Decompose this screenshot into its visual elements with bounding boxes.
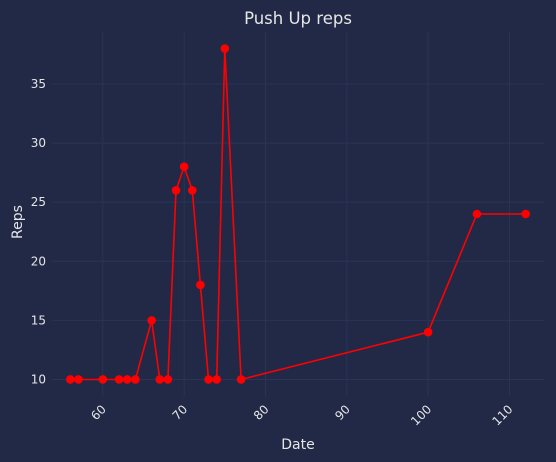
data-points <box>65 44 531 384</box>
data-point <box>204 375 213 384</box>
data-point <box>236 375 246 384</box>
data-point <box>187 186 197 195</box>
x-axis-ticks: 60 70 80 90 100 110 <box>88 402 515 428</box>
data-point <box>122 375 132 384</box>
data-point <box>521 209 531 219</box>
data-point <box>74 375 83 384</box>
y-tick-label: 20 <box>31 254 46 268</box>
data-point <box>212 375 221 384</box>
data-point <box>155 375 165 384</box>
y-tick-label: 15 <box>31 313 46 327</box>
x-tick-label: 80 <box>251 402 272 423</box>
data-point <box>147 316 156 325</box>
data-point <box>196 280 205 290</box>
series-line <box>70 47 526 381</box>
y-tick-label: 30 <box>31 136 46 150</box>
x-axis-label: Date <box>281 437 314 453</box>
grid <box>52 32 544 396</box>
data-point <box>65 375 75 384</box>
data-point <box>131 375 140 384</box>
data-point <box>220 44 230 53</box>
x-tick-label: 110 <box>489 402 515 428</box>
data-point <box>472 209 482 219</box>
data-point <box>171 186 181 195</box>
chart-title: Push Up reps <box>244 9 352 28</box>
x-tick-label: 100 <box>408 402 434 428</box>
y-axis-label: Reps <box>10 205 26 239</box>
y-tick-label: 10 <box>31 372 46 386</box>
data-point <box>98 375 108 384</box>
y-tick-label: 25 <box>31 195 46 209</box>
x-tick-label: 70 <box>170 402 191 423</box>
x-tick-label: 90 <box>332 402 353 423</box>
y-axis-ticks: 10 15 20 25 30 35 <box>31 77 46 386</box>
x-tick-label: 60 <box>88 402 109 423</box>
data-point <box>163 375 173 384</box>
data-point <box>114 375 124 384</box>
data-point <box>179 162 189 172</box>
data-point <box>423 327 433 337</box>
y-tick-label: 35 <box>31 77 46 91</box>
